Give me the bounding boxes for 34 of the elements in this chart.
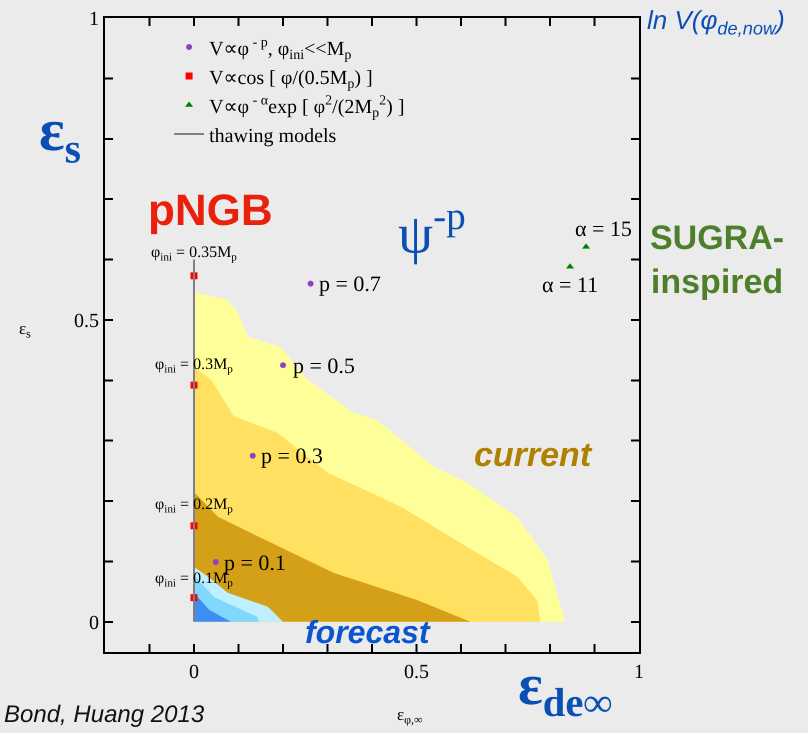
annotation: p = 0.5 [293,353,355,378]
text: ε$_{s}$ [19,319,32,341]
legend-label: V∝cos [ φ/(0.5M$_{p}$) ] [209,66,373,92]
x-tick-label: 0.5 [404,661,429,683]
annotation: α = 11 [542,272,598,297]
annotation: φ$_{ini}$ = 0.35M$_{p}$ [151,244,238,264]
annotation: p = 0.7 [319,271,381,296]
text: SUGRA- inspired [650,219,784,302]
legend-label: V∝φ $^{- α}$exp [ φ$^{2}$/(2M$_{p}$$^{2}$) ] [209,93,404,122]
text: ln V(φ$_{de,now}$) [647,5,785,38]
x-axis-title: ε$_{φ,∞}$ [397,705,423,727]
annotation: φ$_{ini}$ = 0.3M$_{p}$ [155,356,234,376]
annotation: ε$_{de∞}$ [518,652,612,726]
y-tick-label: 0 [89,612,99,634]
annotation: ψ$^{-p}$ [398,195,466,266]
annotation: φ$_{ini}$ = 0.2M$_{p}$ [155,496,234,516]
point [280,362,286,368]
annotation: current [474,436,593,474]
point [250,452,256,459]
y-tick-label: 0.5 [74,310,99,332]
annotation: α = 15 [575,216,632,241]
y-axis-title: ε$_{s}$ [39,97,81,173]
legend-label: thawing models [209,124,337,147]
x-tick-label: 1 [634,661,644,683]
point [212,559,219,566]
point [582,243,590,249]
annotation: pNGB [148,186,273,235]
text: Bond, Huang 2013 [4,701,205,728]
legend-label: V∝φ $^{- p}$, φ$_{ini}$<<M$_{p}$ [209,35,352,64]
x-tick-label: 0 [189,661,199,683]
annotation: forecast [305,614,431,650]
y-tick-label: 1 [89,8,99,30]
point [308,280,314,287]
annotation: p = 0.3 [261,443,323,468]
